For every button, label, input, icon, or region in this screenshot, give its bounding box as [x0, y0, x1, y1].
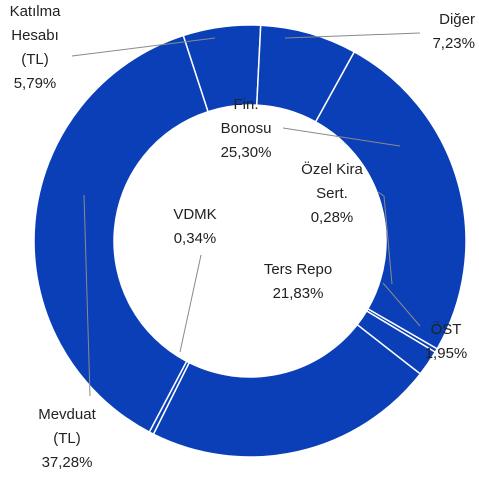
slice-label: VDMK 0,34%: [173, 206, 217, 247]
leader-line: [83, 194, 91, 397]
slice-label: Diğer 7,23%: [432, 11, 475, 52]
donut-slice: [33, 34, 209, 434]
leader-line: [179, 254, 202, 353]
leader-line: [382, 282, 421, 327]
slice-label: Ters Repo 21,83%: [263, 261, 333, 302]
leader-line: [377, 191, 393, 285]
leader-line: [282, 127, 401, 147]
donut-slice: [314, 50, 467, 350]
leader-line: [71, 37, 216, 57]
slice-label: Mevduat (TL) 37,28%: [38, 406, 96, 471]
donut-slice: [152, 323, 422, 458]
leader-line: [284, 32, 421, 39]
slice-label: ÖST 1,95%: [424, 321, 468, 362]
slice-label: Özel Kira Sert. 0,28%: [301, 161, 363, 226]
slice-label: Fin. Bonosu 25,30%: [220, 96, 272, 161]
leader-lines: [71, 32, 421, 397]
slice-label: Katılma Hesabı (TL) 5,79%: [9, 3, 61, 92]
